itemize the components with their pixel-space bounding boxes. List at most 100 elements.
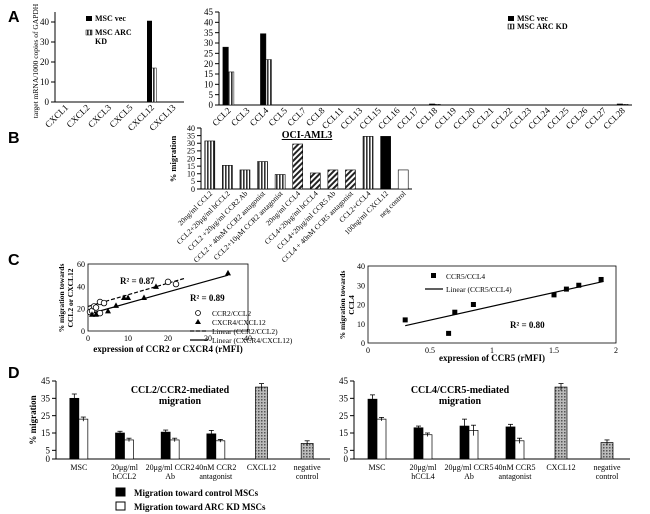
y-tick-label: 20 xyxy=(40,57,50,67)
point-cxcr4-cxcl12 xyxy=(121,294,127,300)
point-ccr2-ccl2 xyxy=(164,278,172,286)
x-axis-label: expression of CCR2 or CXCR4 (rMFI) xyxy=(93,344,242,354)
x-tick-label: MSC xyxy=(70,463,87,472)
point-cxcr4-cxcl12 xyxy=(225,269,231,276)
bar-ccl4-40nm-ccr5-antagonist xyxy=(345,169,356,190)
point-ccr5-ccl4 xyxy=(470,302,476,307)
bar-migration-toward-arc-kd-mscs-msc xyxy=(376,418,387,460)
bar-ccl2-ccl4 xyxy=(362,136,374,190)
panel-label-d: D xyxy=(8,365,20,382)
bar-20ng-ml-ccl4 xyxy=(292,143,304,190)
legend-d-swatch-control xyxy=(115,487,126,497)
chart-d-ccl2: 05 15 25 35 45% migration CCL2/CCR2-mediatedm… xyxy=(28,376,330,481)
bar-ccl2-20-g-ml-ccr2-ab xyxy=(239,169,251,190)
legend-swatch-cxcr4-cxcl12 xyxy=(195,319,201,324)
x-tick-label: 0.5 xyxy=(425,346,435,355)
y-tick-label: 20 xyxy=(357,301,365,310)
legend-label-msc-arc-kd: KD xyxy=(95,37,107,46)
y-tick-label: 5 xyxy=(191,177,195,186)
x-tick-label: 40 xyxy=(244,334,252,343)
y-tick-label: 45 xyxy=(339,376,349,386)
point-ccr5-ccl4 xyxy=(446,330,452,336)
legend-label: CCR2/CCL2 xyxy=(212,309,251,318)
bar-msc-arc-kd-ccl4 xyxy=(265,59,272,106)
bar-migration-toward-control-mscs-20-g-ml-hccl4 xyxy=(413,427,424,460)
x-tick-label: 20μg/ml CCR5 xyxy=(445,463,494,472)
x-tick-label: Ab xyxy=(165,472,175,481)
bar-100ng-ml-cxcl12 xyxy=(380,136,391,190)
legend-swatch-ccr5-ccl4 xyxy=(431,273,436,278)
panel-label-a: A xyxy=(8,9,20,26)
bar-migration-toward-control-mscs-msc xyxy=(367,398,378,460)
y-tick-label: 10 xyxy=(40,77,50,87)
x-tick-label: 20 xyxy=(164,334,172,343)
x-tick-label: MSC xyxy=(369,463,386,472)
plot-frame xyxy=(367,265,617,344)
point-ccr5-ccl4 xyxy=(576,282,582,288)
x-tick-label: hCCL4 xyxy=(411,472,435,481)
point-cxcr4-cxcl12 xyxy=(141,294,147,300)
bar-msc-vec-ccl28 xyxy=(616,103,623,106)
bar-ccl2-10-m-ccr2-antagonist xyxy=(274,174,286,190)
bar-msc-arc-kd-cxcl12 xyxy=(151,67,157,103)
bar-controls-cxcl12 xyxy=(255,386,268,460)
x-tick-label: CCL4 xyxy=(248,105,271,128)
y-tick-label: 0 xyxy=(191,185,195,194)
bar-migration-toward-control-mscs-40nm-ccr2-antagonist xyxy=(206,433,217,460)
bar-migration-toward-arc-kd-mscs-40nm-ccr5-antagonist xyxy=(514,440,525,460)
bar-msc-arc-kd-ccl18 xyxy=(434,104,441,106)
y-tick-label: 35 xyxy=(41,393,51,403)
legend-swatch-msc-arc-kd xyxy=(85,29,93,36)
x-tick-label: negative xyxy=(294,463,322,472)
y-tick-label: 10 xyxy=(357,320,365,329)
point-ccr5-ccl4 xyxy=(402,317,408,323)
legend-swatch-ccr2-ccl2 xyxy=(195,310,201,316)
legend-label-msc-arc-kd: MSC ARC xyxy=(95,28,132,37)
chart-title: OCI-AML3 xyxy=(282,130,333,141)
x-tick-label: 0 xyxy=(366,346,370,355)
plot-frame xyxy=(87,263,249,332)
bar-20ng-ml-ccl2 xyxy=(204,140,216,190)
legend-d: Migration toward control MSCs Migration … xyxy=(115,487,266,512)
bar-msc-arc-kd-ccl28 xyxy=(622,104,629,106)
x-tick-label: CCL5 xyxy=(266,105,289,128)
x-tick-label: CXCL12 xyxy=(247,463,276,472)
legend-swatch-msc-arc-kd xyxy=(507,23,515,30)
y-axis-label: % migration xyxy=(168,135,178,182)
y-tick-label: 10 xyxy=(187,170,195,179)
y-tick-label: 45 xyxy=(41,376,51,386)
x-tick-label: 2 xyxy=(614,346,618,355)
chart-title: CCL4/CCR5-mediated xyxy=(411,385,510,396)
legend-label: Linear (CCR2/CCL2) xyxy=(212,327,278,336)
y-axis-label: target mRNA/1000 copies of GAPDH xyxy=(31,3,40,118)
y-tick-label: 25 xyxy=(204,48,214,58)
y-tick-label: 40 xyxy=(77,282,85,291)
y-tick-label: 35 xyxy=(204,28,214,38)
x-tick-label: 40nM CCR5 xyxy=(494,463,535,472)
chart-title: CCL2/CCR2-mediated xyxy=(131,385,230,396)
point-ccr5-ccl4 xyxy=(563,286,569,292)
bar-ccl2-20-g-ml-hccl2 xyxy=(222,165,233,190)
chart-title: migration xyxy=(439,396,482,407)
bar-controls-cxcl12 xyxy=(554,386,568,460)
legend-label-msc-vec: MSC vec xyxy=(95,14,126,23)
legend-label: CCR5/CCL4 xyxy=(446,272,485,281)
y-tick-label: 40 xyxy=(187,124,195,133)
point-cxcr4-cxcl12 xyxy=(125,294,131,300)
fit-line-linear-ccr5-ccl4 xyxy=(405,280,604,327)
point-ccr5-ccl4 xyxy=(551,292,557,298)
x-tick-label: 20μg/ml CCR2 xyxy=(146,463,195,472)
point-cxcr4-cxcl12 xyxy=(105,307,111,314)
y-tick-label: 10 xyxy=(204,79,214,89)
y-tick-label: 20 xyxy=(187,154,195,163)
x-tick-label: 1.5 xyxy=(549,346,559,355)
bar-migration-toward-arc-kd-mscs-40nm-ccr2-antagonist xyxy=(215,440,226,460)
y-tick-label: 0 xyxy=(209,100,214,110)
y-tick-label: 25 xyxy=(41,411,51,421)
bar-msc-arc-kd-ccl2 xyxy=(228,71,235,106)
y-tick-label: 40 xyxy=(40,17,50,27)
